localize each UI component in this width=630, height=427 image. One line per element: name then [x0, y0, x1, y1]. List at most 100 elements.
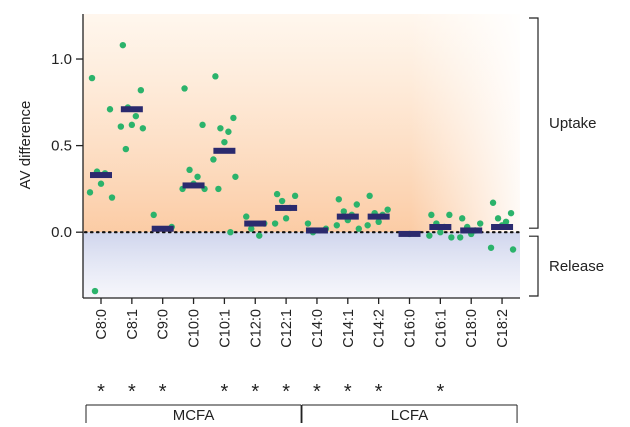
- data-point: [426, 232, 433, 239]
- median-bar: [275, 204, 298, 211]
- group-label: LCFA: [391, 407, 429, 424]
- data-point: [212, 73, 219, 80]
- data-point: [199, 121, 206, 129]
- region-label: Release: [549, 258, 604, 275]
- data-point: [291, 192, 299, 200]
- data-point: [335, 196, 342, 203]
- region-label: Uptake: [549, 115, 597, 132]
- y-tick-label: 1.0: [51, 51, 72, 68]
- y-tick-label: 0.5: [51, 138, 72, 155]
- data-point: [282, 215, 290, 222]
- significance-star: *: [344, 381, 352, 403]
- category-label: C9:0: [156, 309, 172, 340]
- data-point: [477, 220, 484, 227]
- uptake-region-fade: [83, 14, 520, 233]
- significance-star: *: [97, 381, 105, 403]
- data-point: [273, 190, 281, 198]
- category-label: C14:1: [341, 309, 357, 348]
- data-point: [494, 215, 502, 222]
- y-tick-label: 0.0: [51, 224, 72, 241]
- significance-star: *: [221, 381, 229, 403]
- region-bracket: [529, 17, 539, 229]
- data-point: [108, 194, 116, 201]
- median-bar: [367, 213, 390, 220]
- median-bar: [460, 227, 483, 234]
- data-point: [304, 220, 312, 227]
- data-point: [353, 201, 360, 208]
- category-label: C8:1: [125, 309, 141, 340]
- data-point: [248, 225, 255, 232]
- category-label: C10:0: [187, 309, 203, 348]
- data-point: [509, 246, 517, 253]
- y-axis-label: AV difference: [17, 101, 34, 190]
- category-label: C18:0: [464, 309, 480, 348]
- data-point: [225, 128, 232, 135]
- median-bar: [213, 147, 236, 154]
- data-point: [507, 209, 515, 217]
- data-point: [128, 121, 136, 129]
- median-bar: [90, 172, 112, 179]
- data-point: [86, 189, 94, 196]
- data-point: [88, 74, 96, 82]
- data-point: [150, 211, 157, 219]
- data-point: [448, 234, 455, 241]
- data-point: [132, 112, 140, 120]
- x-axis: [83, 297, 520, 304]
- median-bar: [305, 227, 328, 234]
- data-point: [221, 138, 228, 146]
- significance-star: *: [313, 381, 321, 403]
- median-bar: [182, 182, 205, 189]
- data-point: [230, 114, 237, 122]
- data-point: [210, 156, 217, 163]
- data-point: [366, 192, 373, 200]
- median-bar: [120, 106, 143, 113]
- data-point: [428, 211, 435, 219]
- data-point: [437, 228, 444, 236]
- data-point: [91, 287, 99, 295]
- data-point: [384, 206, 391, 213]
- significance-star: *: [159, 381, 167, 403]
- data-point: [181, 85, 188, 92]
- data-point: [333, 222, 340, 229]
- data-point: [457, 234, 464, 241]
- data-point: [256, 232, 263, 239]
- data-point: [106, 106, 114, 113]
- data-point: [489, 199, 497, 206]
- data-point: [227, 228, 234, 236]
- y-axis: 0.0 0.5 1.0: [51, 14, 84, 298]
- category-labels: C8:0 C8:1 C9:0 C10:0 C10:1 C12:0 C12:1 C14:0 C14…: [94, 309, 511, 348]
- data-point: [446, 211, 453, 219]
- data-point: [215, 185, 222, 193]
- data-point: [459, 215, 466, 222]
- data-point: [375, 218, 382, 226]
- data-point: [122, 145, 130, 153]
- category-label: C12:0: [248, 309, 264, 348]
- data-point: [139, 125, 147, 132]
- category-label: C18:2: [495, 309, 511, 348]
- data-point: [355, 225, 362, 232]
- median-bar: [429, 224, 452, 230]
- significance-star: *: [375, 381, 383, 403]
- median-bar: [398, 230, 421, 237]
- data-point: [119, 41, 127, 49]
- significance-star: *: [282, 381, 290, 403]
- data-point: [232, 173, 239, 180]
- data-point: [117, 123, 125, 130]
- significance-star: *: [436, 381, 444, 403]
- data-point: [271, 220, 279, 227]
- data-point: [364, 222, 371, 229]
- region-bracket: [529, 235, 539, 297]
- group-label: MCFA: [173, 407, 215, 424]
- data-point: [194, 173, 201, 180]
- category-label: C10:1: [217, 309, 233, 348]
- data-point: [487, 244, 495, 251]
- category-label: C8:0: [94, 309, 110, 340]
- data-point: [340, 208, 347, 215]
- significance-star: *: [128, 381, 136, 403]
- category-label: C12:1: [279, 309, 295, 348]
- data-point: [278, 197, 286, 205]
- category-label: C16:1: [433, 309, 449, 348]
- median-bar: [244, 220, 267, 227]
- data-point: [186, 166, 193, 174]
